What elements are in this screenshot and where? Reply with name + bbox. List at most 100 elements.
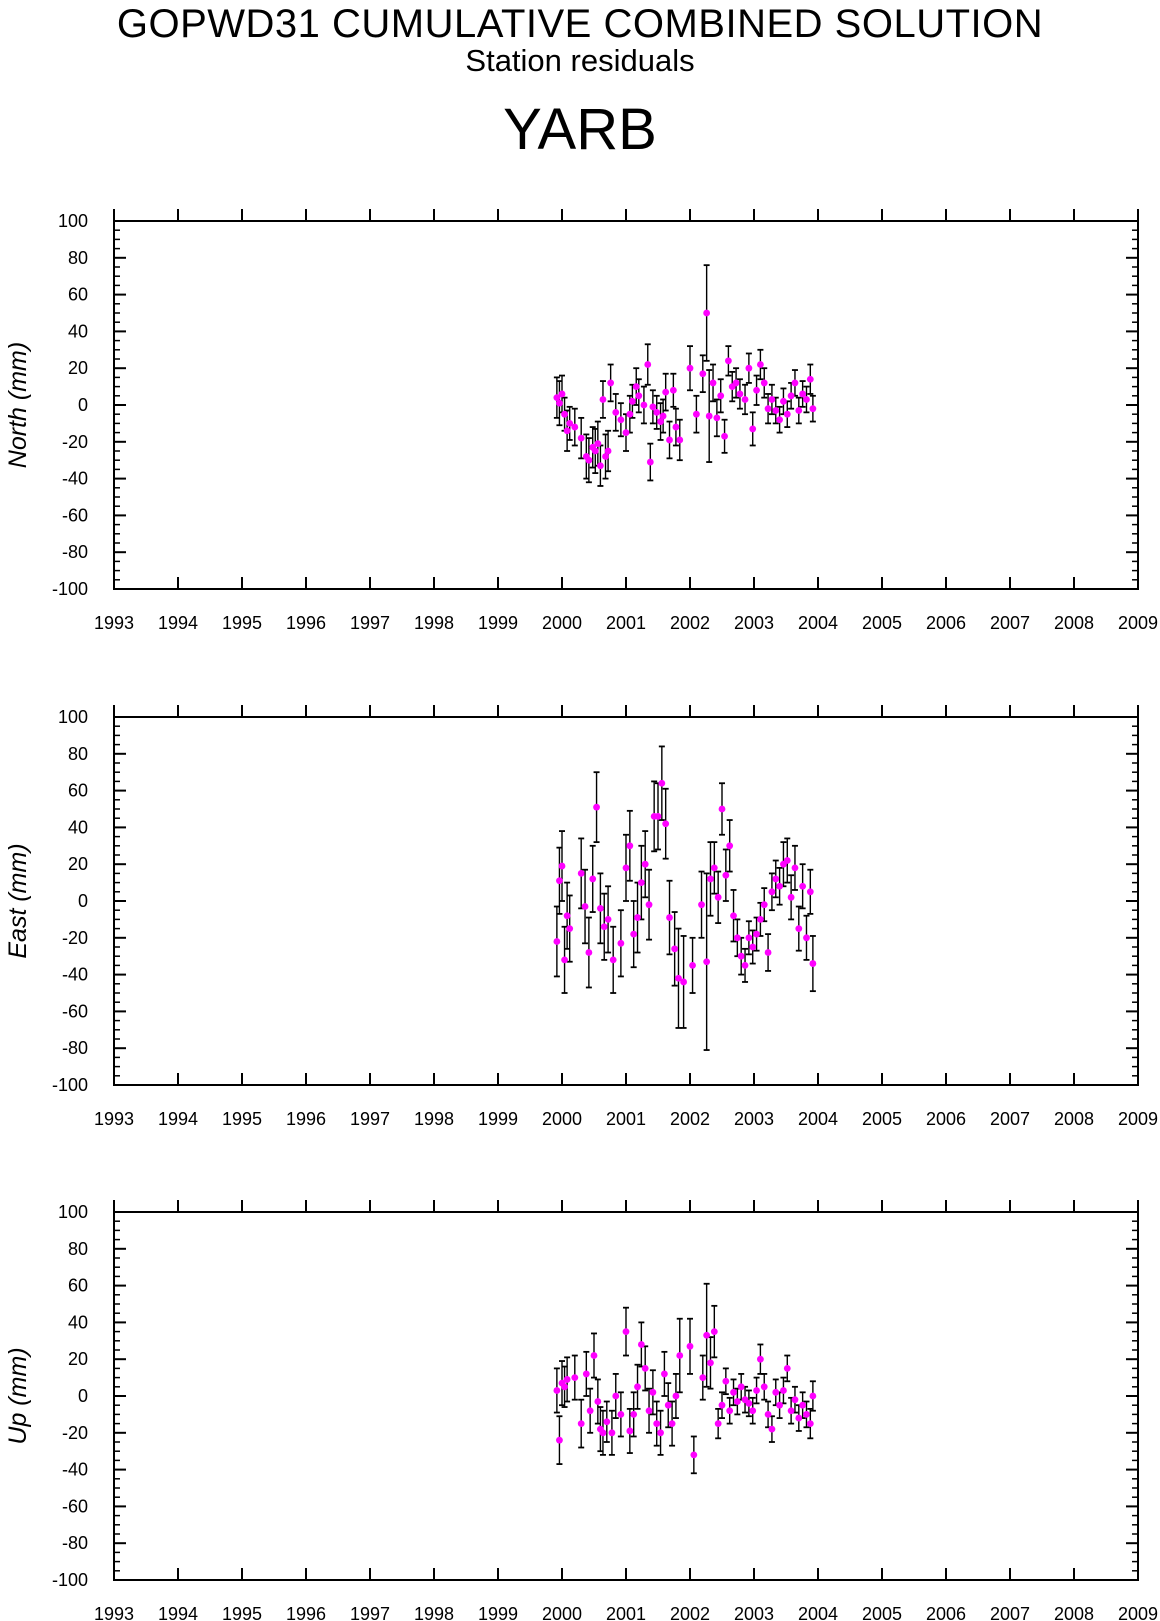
data-point	[689, 962, 696, 969]
y-tick-label: 100	[58, 211, 88, 231]
x-tick-label: 1996	[286, 1604, 326, 1621]
chart-subtitle: Station residuals	[465, 43, 695, 78]
y-tick-label: 40	[68, 321, 88, 341]
y-tick-label: 20	[68, 1349, 88, 1369]
data-point	[603, 1418, 611, 1426]
data-point	[566, 420, 574, 427]
data-point	[657, 1429, 664, 1437]
data-point	[657, 418, 664, 425]
data-point	[617, 1411, 625, 1418]
data-point	[558, 390, 566, 398]
data-point	[622, 429, 630, 436]
data-point	[783, 410, 791, 418]
data-point	[664, 1401, 672, 1409]
data-point	[599, 1429, 607, 1437]
data-point	[561, 956, 568, 964]
data-point	[617, 939, 625, 947]
data-point	[721, 432, 728, 440]
data-point	[553, 938, 561, 945]
data-point	[757, 361, 764, 368]
data-point	[626, 410, 634, 418]
data-point	[713, 414, 721, 422]
data-point	[745, 1399, 753, 1407]
data-point	[597, 462, 604, 470]
y-tick-label: 100	[58, 707, 88, 727]
x-tick-label: 1995	[222, 613, 262, 633]
x-tick-label: 1993	[94, 613, 134, 633]
data-point	[710, 864, 718, 872]
data-point	[629, 397, 636, 405]
data-point	[577, 434, 585, 442]
data-point	[776, 1401, 783, 1409]
data-point	[757, 916, 764, 923]
data-point	[561, 410, 568, 418]
data-point	[799, 1401, 807, 1409]
data-point	[558, 862, 566, 870]
x-tick-label: 2004	[798, 1109, 838, 1129]
data-point	[749, 943, 757, 951]
data-point	[566, 925, 574, 932]
data-point	[594, 440, 602, 448]
x-tick-label: 1993	[94, 1109, 134, 1129]
data-point	[714, 1420, 722, 1427]
data-point	[768, 396, 776, 403]
y-tick-label: -40	[62, 469, 88, 489]
y-axis-label: East (mm)	[4, 843, 32, 958]
plot-frame	[113, 1211, 1139, 1581]
data-point	[806, 888, 814, 896]
data-point	[582, 1370, 590, 1378]
data-point	[668, 1420, 676, 1427]
data-point	[644, 361, 652, 368]
data-point	[626, 842, 634, 850]
y-tick-label: 80	[68, 248, 88, 268]
data-point	[799, 882, 807, 890]
data-point	[753, 386, 760, 394]
x-tick-label: 1994	[158, 613, 198, 633]
y-tick-label: 60	[68, 1276, 88, 1296]
y-axis-label: North (mm)	[4, 342, 32, 468]
data-point	[698, 901, 705, 909]
data-point	[686, 1342, 694, 1350]
data-point	[594, 1398, 602, 1405]
data-point	[710, 1328, 718, 1335]
x-tick-label: 2001	[606, 1604, 646, 1621]
panel-east: 1993 1994 1995 1996 1997 1998 1999 2000 2001 2002…	[4, 705, 1158, 1129]
data-point	[641, 1365, 649, 1372]
data-point	[622, 864, 630, 872]
data-point	[733, 1398, 741, 1405]
x-tick-label: 2002	[670, 613, 710, 633]
y-tick-label: 40	[68, 1312, 88, 1332]
data-point	[653, 408, 661, 416]
data-point	[753, 1387, 760, 1394]
x-tick-label: 1993	[94, 1604, 134, 1621]
data-point	[709, 379, 717, 387]
y-tick-label: 40	[68, 817, 88, 837]
data-point	[617, 416, 625, 424]
data-point	[666, 436, 673, 444]
data-point	[795, 407, 803, 414]
data-point	[608, 1429, 616, 1437]
data-point	[772, 407, 780, 414]
y-tick-label: 20	[68, 854, 88, 874]
data-point	[622, 1328, 630, 1335]
y-tick-label: -60	[62, 505, 88, 525]
y-tick-label: -20	[62, 928, 88, 948]
y-tick-label: 60	[68, 285, 88, 305]
y-tick-label: 80	[68, 1239, 88, 1259]
data-point	[803, 934, 810, 942]
data-point	[645, 1407, 653, 1415]
data-point	[571, 1374, 579, 1381]
y-axis-label: Up (mm)	[4, 1347, 32, 1444]
x-tick-label: 2009	[1118, 1604, 1158, 1621]
data-point	[653, 1420, 661, 1427]
x-tick-label: 1996	[286, 613, 326, 633]
data-point	[791, 379, 799, 387]
x-tick-label: 1994	[158, 1604, 198, 1621]
y-tick-label: 80	[68, 744, 88, 764]
x-tick-label: 1998	[414, 1604, 454, 1621]
data-point	[780, 1387, 787, 1394]
data-point	[809, 960, 817, 967]
y-tick-label: 100	[58, 1202, 88, 1222]
x-tick-label: 1998	[414, 613, 454, 633]
data-point	[604, 447, 612, 455]
